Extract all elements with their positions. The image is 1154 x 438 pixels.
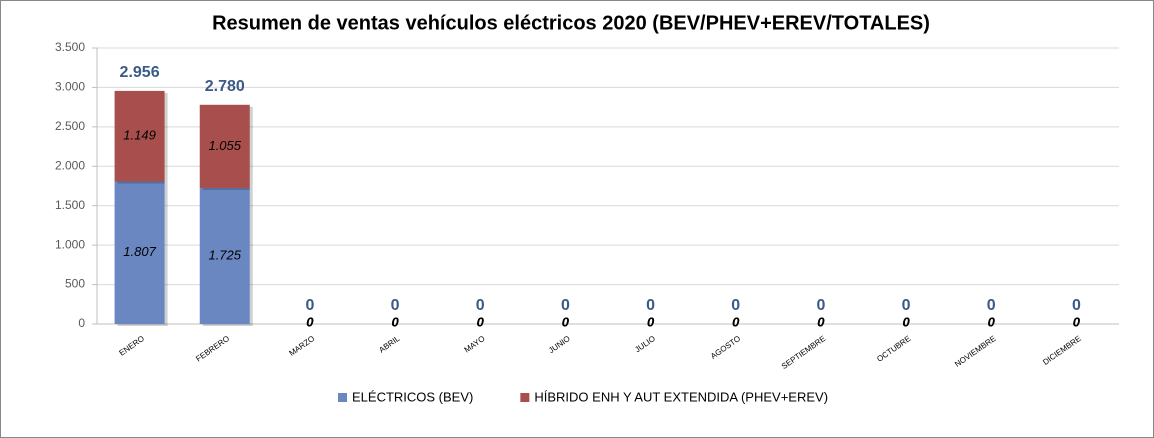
total-label: 0 — [391, 297, 400, 314]
data-label: 0 — [1073, 314, 1081, 329]
y-tick-label: 1.000 — [55, 237, 85, 251]
legend-swatch — [338, 393, 347, 402]
bar-segment — [199, 104, 250, 188]
data-label: 0 — [562, 314, 570, 329]
legend-label: HÍBRIDO ENH Y AUT EXTENDIDA (PHEV+EREV) — [534, 389, 828, 404]
data-label: 0 — [988, 314, 996, 329]
total-label: 2.780 — [205, 78, 245, 95]
total-label: 0 — [1072, 297, 1081, 314]
data-label: 0 — [732, 314, 740, 329]
total-label: 2.956 — [120, 64, 160, 81]
legend-swatch — [520, 393, 530, 402]
total-label: 0 — [987, 297, 996, 314]
data-label: 0 — [902, 314, 910, 329]
bar-segment — [114, 90, 165, 182]
total-label: 0 — [305, 297, 314, 314]
data-label: 0 — [477, 314, 485, 329]
data-label: 1.725 — [208, 247, 241, 262]
data-label: 0 — [732, 314, 740, 329]
y-tick-label: 2.000 — [55, 158, 85, 172]
data-label: 0 — [391, 314, 399, 329]
data-label: 0 — [306, 314, 314, 329]
total-label: 0 — [646, 297, 655, 314]
y-tick-label: 0 — [78, 316, 85, 330]
chart-title: Resumen de ventas vehículos eléctricos 2… — [212, 12, 930, 34]
total-label: 0 — [561, 297, 570, 314]
data-label: 0 — [1073, 314, 1081, 329]
total-label: 0 — [816, 297, 825, 314]
data-label: 0 — [902, 314, 910, 329]
data-label: 0 — [477, 314, 485, 329]
data-label: 0 — [391, 314, 399, 329]
y-tick-label: 3.500 — [55, 40, 85, 54]
bar-segment — [114, 181, 165, 324]
y-tick-label: 500 — [65, 277, 85, 291]
data-label: 1.149 — [123, 128, 156, 143]
y-tick-label: 2.500 — [55, 119, 85, 133]
total-label: 0 — [902, 297, 911, 314]
data-label: 0 — [562, 314, 570, 329]
y-tick-label: 3.000 — [55, 80, 85, 94]
total-label: 0 — [476, 297, 485, 314]
data-label: 0 — [817, 314, 825, 329]
total-label: 0 — [731, 297, 740, 314]
legend-label: ELÉCTRICOS (BEV) — [352, 389, 473, 404]
data-label: 0 — [647, 314, 655, 329]
data-label: 1.807 — [123, 244, 156, 259]
data-label: 0 — [647, 314, 655, 329]
data-label: 0 — [817, 314, 825, 329]
data-label: 1.055 — [208, 138, 241, 153]
data-label: 0 — [988, 314, 996, 329]
bar-segment — [199, 187, 250, 324]
y-tick-label: 1.500 — [55, 198, 85, 212]
data-label: 0 — [306, 314, 314, 329]
